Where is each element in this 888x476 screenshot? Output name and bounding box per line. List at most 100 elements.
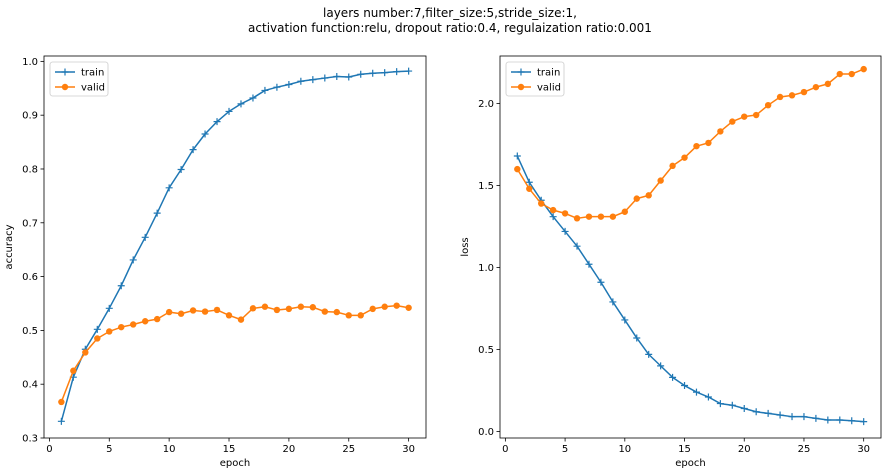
accuracy-x-tick-label: 20 — [283, 444, 296, 455]
accuracy-valid-point — [153, 315, 161, 323]
accuracy-legend-valid-marker — [61, 83, 69, 91]
accuracy-train-point — [369, 69, 377, 77]
accuracy-train-line — [60, 70, 409, 422]
accuracy-valid-point — [309, 304, 317, 311]
accuracy-valid-point — [213, 306, 221, 314]
accuracy-y-tick-label: 0.7 — [22, 218, 38, 229]
loss-x-tick-label: 15 — [678, 444, 691, 455]
loss-valid-point — [752, 111, 760, 119]
loss-x-axis-label: epoch — [675, 458, 705, 469]
loss-train-point — [585, 260, 593, 268]
loss-valid-point — [836, 70, 843, 78]
loss-train-point — [513, 152, 521, 160]
accuracy-subplot: 0 5 10 15 20 25 30 0.3 0.4 0.5 0.6 0.7 0.8 0.9 1.0 epoc… — [4, 55, 427, 469]
loss-valid-point — [860, 65, 867, 73]
loss-valid-point — [824, 80, 832, 88]
accuracy-train-point — [297, 77, 305, 85]
accuracy-valid-line — [60, 304, 409, 403]
accuracy-valid-point — [405, 304, 412, 311]
loss-x-tick-label: 30 — [857, 444, 870, 455]
accuracy-valid-point — [130, 321, 137, 328]
accuracy-y-tick-label: 0.5 — [22, 326, 38, 337]
accuracy-valid-point — [165, 308, 173, 316]
loss-valid-point — [597, 213, 605, 220]
accuracy-valid-point — [201, 308, 209, 315]
accuracy-train-point — [129, 256, 137, 264]
accuracy-train-point — [165, 184, 173, 192]
accuracy-valid-point — [297, 303, 305, 310]
accuracy-x-tick-label: 30 — [402, 444, 415, 455]
loss-legend-train-label: train — [537, 68, 560, 79]
loss-subplot: 0 5 10 15 20 25 30 0.0 0.5 1.0 1.5 2.0 epoch loss trai… — [460, 55, 882, 469]
accuracy-train-point — [177, 166, 185, 174]
accuracy-valid-point — [106, 328, 113, 335]
loss-train-point — [549, 213, 557, 221]
accuracy-valid-point — [393, 302, 400, 309]
accuracy-valid-point — [177, 310, 185, 317]
loss-valid-point — [741, 113, 748, 120]
accuracy-valid-point — [273, 306, 281, 314]
loss-train-point — [645, 350, 653, 358]
accuracy-x-tick-label: 15 — [223, 444, 236, 455]
loss-valid-point — [729, 118, 736, 125]
loss-train-point — [621, 316, 629, 324]
loss-x-tick-label: 5 — [562, 444, 568, 455]
accuracy-train-point — [273, 83, 281, 91]
loss-valid-point — [800, 88, 808, 96]
accuracy-valid-point — [249, 305, 257, 312]
figure-suptitle-line-1: layers number:7,filter_size:5,stride_siz… — [323, 6, 577, 20]
loss-train-point — [728, 401, 736, 409]
accuracy-x-tick-label: 10 — [163, 444, 176, 455]
loss-y-tick-label: 0.5 — [478, 345, 494, 356]
loss-train-point — [812, 414, 820, 422]
loss-train-point — [764, 409, 772, 417]
loss-train-point — [848, 417, 856, 425]
loss-x-tick-label: 10 — [618, 444, 631, 455]
loss-train-point — [633, 334, 641, 342]
accuracy-train-point — [141, 233, 149, 241]
loss-y-tick-label: 2.0 — [478, 99, 494, 110]
accuracy-valid-point — [345, 312, 352, 319]
loss-valid-point — [514, 165, 521, 173]
loss-valid-point — [848, 70, 855, 78]
loss-train-point — [609, 298, 617, 306]
loss-valid-point — [717, 128, 724, 135]
loss-x-tick-label: 0 — [502, 444, 508, 455]
loss-y-tick-label: 1.0 — [478, 263, 494, 274]
loss-legend-valid-label: valid — [537, 83, 561, 94]
loss-train-point — [692, 388, 700, 396]
accuracy-valid-point — [225, 312, 233, 319]
loss-y-tick-label: 1.5 — [478, 181, 494, 192]
loss-train-line — [516, 155, 864, 423]
loss-train-point — [681, 382, 689, 390]
loss-y-axis-label: loss — [460, 237, 471, 256]
accuracy-y-tick-label: 0.8 — [22, 164, 38, 175]
loss-train-point — [669, 373, 677, 381]
accuracy-train-point — [345, 73, 353, 81]
loss-legend-train-marker — [517, 68, 525, 76]
accuracy-train-point — [57, 417, 65, 425]
loss-y-tick-label: 0.0 — [478, 427, 494, 438]
loss-train-point — [573, 242, 581, 250]
accuracy-y-tick-label: 0.3 — [22, 434, 38, 445]
accuracy-y-tick-label: 0.6 — [22, 272, 38, 283]
loss-valid-point — [669, 162, 676, 170]
accuracy-valid-point — [333, 308, 340, 316]
accuracy-axes-frame — [43, 55, 427, 439]
accuracy-x-tick-label: 5 — [106, 444, 112, 455]
accuracy-train-point — [357, 70, 365, 78]
loss-train-point — [704, 393, 712, 401]
loss-valid-point — [776, 93, 784, 101]
accuracy-train-point — [201, 130, 209, 138]
loss-train-point — [597, 278, 605, 286]
accuracy-train-point — [105, 304, 113, 312]
loss-valid-point — [621, 208, 629, 215]
loss-valid-point — [526, 185, 533, 192]
accuracy-valid-point — [261, 303, 269, 310]
loss-x-tick-label: 20 — [738, 444, 751, 455]
loss-valid-point — [573, 215, 581, 222]
accuracy-train-point — [213, 118, 221, 126]
accuracy-train-point — [285, 81, 293, 89]
accuracy-y-tick-label: 0.4 — [22, 380, 38, 391]
